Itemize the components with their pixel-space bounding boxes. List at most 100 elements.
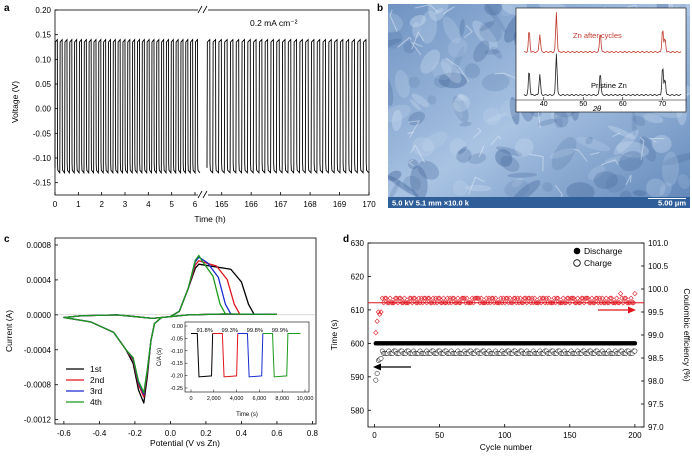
panel-d-efficiency-point: [574, 295, 581, 301]
panel-c-inset-segment-0: [191, 332, 214, 378]
panel-d-xtick-label: 0: [372, 431, 377, 440]
sem-ridge: [574, 148, 588, 162]
sem-grain: [468, 153, 487, 165]
panel-d-ytick-right-label: 100.5: [648, 262, 669, 271]
panel-d-efficiency-point: [552, 300, 559, 306]
sem-info-left: 5.0 kV 5.1 mm ×10.0 k: [392, 199, 470, 208]
panel-c-xtick-label: 0.0: [165, 429, 177, 438]
sem-ridge: [445, 57, 470, 83]
panel-d-efficiency-point: [616, 300, 622, 306]
xrd-xlabel: 2θ: [592, 104, 601, 113]
xrd-xtick-label: 70: [658, 101, 666, 108]
panel-d-efficiency-point: [563, 300, 569, 306]
xrd-inset-frame: [515, 7, 687, 113]
panel-a-xtick-label: 1: [76, 200, 81, 209]
panel-d-efficiency-point: [620, 300, 626, 306]
panel-c-inset-ytick-label: -0.20: [170, 374, 183, 380]
panel-d-efficiency-point: [470, 300, 477, 306]
panel-c-inset-ytick-label: -0.15: [170, 361, 183, 367]
sem-ridge: [612, 132, 621, 138]
panel-a-xtick-label: 2: [99, 200, 104, 209]
panel-d-efficiency-point: [382, 295, 388, 301]
panel-d-efficiency-point: [520, 300, 526, 306]
sem-grain: [452, 96, 469, 123]
panel-d-efficiency-point: [509, 300, 516, 306]
panel-c-inset-xtick-label: 6,000: [253, 396, 267, 402]
panel-a-xtick-label: 169: [333, 200, 347, 209]
sem-grain: [585, 137, 593, 145]
panel-d-ytick-label: 620: [351, 272, 365, 281]
panel-d-efficiency-point: [404, 300, 410, 306]
panel-c-xtick-label: -0.2: [128, 429, 142, 438]
panel-d-efficiency-point: [546, 295, 552, 301]
sem-grain: [388, 104, 411, 123]
sem-ridge: [463, 24, 473, 38]
panel-c-ylabel: Current (A): [4, 310, 14, 352]
panel-d-charge-point: [378, 355, 384, 361]
sem-grain: [388, 12, 404, 33]
panel-d-efficiency-point: [456, 300, 462, 306]
panel-c-frame: [54, 237, 317, 425]
sem-grain: [459, 121, 472, 127]
panel-d-efficiency-point: [518, 300, 525, 306]
sem-grain: [388, 175, 419, 197]
sem-grain: [500, 155, 520, 172]
sem-grain: [482, 107, 501, 126]
panel-d-efficiency-point: [581, 300, 587, 306]
panel-d-efficiency-point: [614, 295, 620, 301]
sem-ridge: [478, 145, 485, 158]
panel-c-xtick-label: 0.6: [271, 429, 283, 438]
sem-grain: [428, 4, 449, 21]
panel-d-efficiency-point: [397, 295, 404, 301]
sem-grain: [576, 136, 611, 152]
sem-grain: [412, 21, 421, 38]
panel-d-efficiency-point: [489, 295, 495, 301]
legend-charge-marker: [573, 259, 581, 267]
panel-d-efficiency-point: [511, 295, 517, 301]
sem-grain: [619, 151, 644, 172]
panel-a-chart: -0.15 -0.10 -0.05 0.00 0.05 0.10 0.15 0.20 0 1 2 3 4…: [10, 5, 376, 224]
panel-d-discharge-point: [632, 341, 638, 346]
panel-a-trace-left: [54, 38, 201, 175]
sem-ridge: [409, 144, 426, 163]
sem-grain: [566, 182, 595, 202]
sem-grain: [440, 58, 462, 84]
sem-grain: [500, 99, 520, 118]
sem-ridge: [407, 120, 421, 138]
panel-d-efficiency-point: [534, 300, 540, 306]
panel-d-efficiency-point: [560, 295, 566, 301]
panel-d-xtick-label: 50: [435, 431, 444, 440]
sem-ridge: [529, 153, 544, 172]
sem-grain: [632, 115, 646, 126]
sem-grain: [408, 76, 420, 89]
sem-grain: [537, 118, 557, 126]
panel-d-efficiency-point: [632, 290, 638, 297]
panel-c-xtick-label: 0.8: [307, 429, 319, 438]
sem-ridge: [600, 159, 619, 166]
sem-grain: [651, 134, 672, 153]
panel-d-efficiency-point: [384, 300, 391, 306]
panel-d-efficiency-point: [392, 295, 398, 301]
panel-d-xlabel: Cycle number: [480, 442, 533, 452]
panel-d-efficiency-point: [396, 295, 402, 301]
panel-d-arrow-left: [373, 363, 411, 371]
panel-d-efficiency-point: [474, 295, 480, 301]
panel-d-ytick-right-label: 98.5: [648, 354, 664, 363]
panel-c-ytick-label: -0.0004: [24, 346, 52, 355]
sem-grain: [388, 38, 402, 49]
panel-d-ytick-label: 630: [351, 239, 365, 248]
panel-d-arrow-right: [598, 306, 636, 314]
panel-b-letter: b: [377, 3, 383, 14]
panel-d-efficiency-point: [399, 300, 405, 306]
sem-grain: [473, 40, 490, 62]
panel-d-efficiency-point: [395, 300, 401, 306]
panel-d-efficiency-point: [569, 295, 576, 301]
panel-d-letter: d: [343, 234, 349, 245]
sem-ridge: [668, 4, 672, 12]
sem-grain: [553, 109, 569, 128]
panel-d-efficiency-point: [410, 295, 417, 301]
panel-d-efficiency-point: [621, 295, 628, 301]
panel-d-ytick-right-label: 99.5: [648, 308, 664, 317]
panel-d-efficiency-point: [571, 295, 577, 301]
sem-grain: [421, 131, 448, 151]
